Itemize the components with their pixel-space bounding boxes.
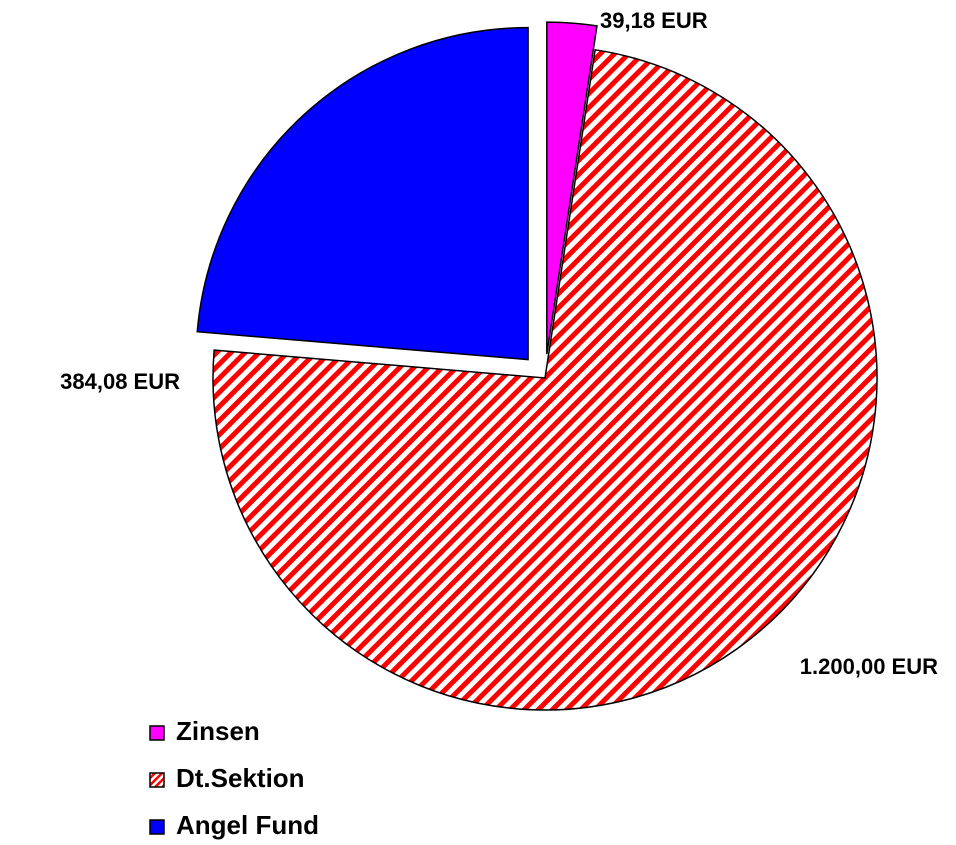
value-label: 1.200,00 EUR [800, 654, 938, 679]
legend-label: Dt.Sektion [176, 763, 305, 793]
legend-swatch [149, 819, 165, 835]
value-label: 384,08 EUR [60, 369, 180, 394]
pie-slice [196, 26, 529, 361]
pie-slice [212, 48, 878, 711]
legend-swatch [149, 725, 165, 741]
legend-label: Zinsen [176, 716, 260, 746]
legend-swatch [149, 772, 165, 788]
value-label: 39,18 EUR [600, 8, 708, 33]
legend-label: Angel Fund [176, 810, 319, 840]
pie-slice [546, 21, 598, 355]
